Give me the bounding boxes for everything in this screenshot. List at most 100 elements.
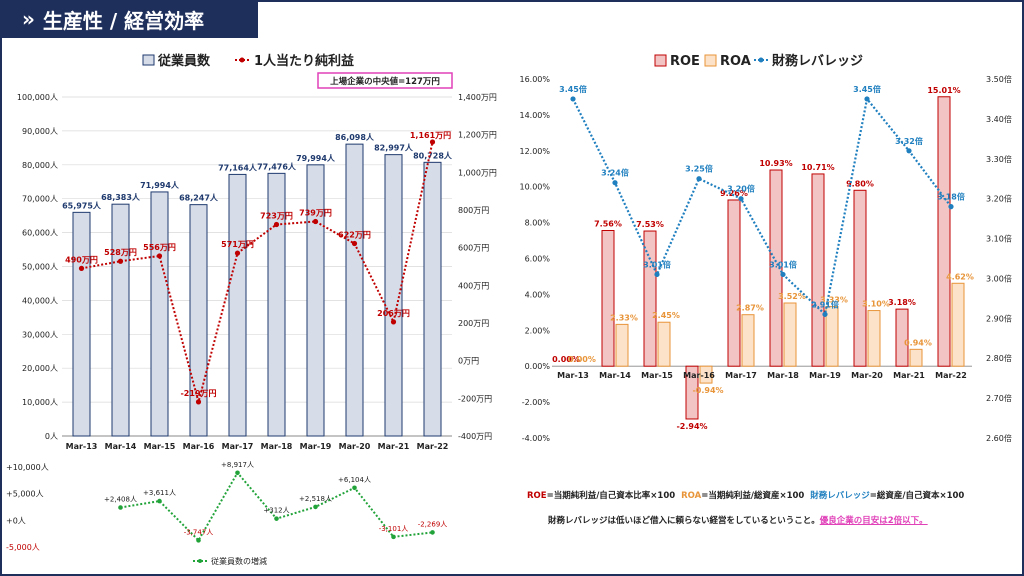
legend-marker-profit: [239, 57, 245, 63]
roe-bar: [853, 189, 867, 367]
lev-def: =総資産/自己資本×100: [869, 491, 965, 501]
y-tick-label: 0.00%: [525, 362, 551, 371]
x-tick-label: Mar-14: [105, 442, 137, 451]
right-legend: ROE ROA 財務レバレッジ: [654, 53, 863, 69]
employee-bar: [72, 211, 91, 437]
leverage-point: [906, 148, 912, 154]
legend-swatch-roe: [654, 54, 667, 67]
profit-point: [351, 240, 358, 247]
profit-label: 723万円: [260, 212, 293, 221]
roa-bar: [951, 282, 965, 367]
roe-bar: [937, 96, 951, 367]
y2-tick-label: -400万円: [458, 432, 492, 441]
x-tick-label: Mar-19: [809, 371, 841, 380]
y2-tick-label: 0万円: [458, 357, 479, 366]
x-tick-label: Mar-15: [144, 442, 176, 451]
x-tick-label: Mar-18: [767, 371, 799, 380]
leverage-point: [738, 196, 744, 202]
diff-line: +2,408人 +3,611人 -3,747人 +8,917人 +312人 +2,518人…: [104, 461, 447, 543]
roa-bar: [741, 314, 755, 367]
y-tick-label: 6.00%: [525, 255, 551, 264]
employee-bar-label: 68,247人: [179, 193, 219, 203]
profit-line: 490万円 528万円 556万円 -219万円 571万円 723万円 739万円 622万…: [65, 131, 451, 406]
roa-label: 3.52%: [778, 292, 806, 301]
leverage-label: 3.01倍: [769, 259, 797, 269]
lev-def-key: 財務レバレッジ: [810, 491, 870, 501]
x-tick-label: Mar-22: [935, 371, 967, 380]
roa-def: =当期純利益/総資産×100: [701, 491, 805, 501]
diff-point: [352, 485, 357, 491]
x-tick-label: Mar-18: [261, 442, 293, 451]
roe-label: 3.18%: [888, 298, 916, 307]
legend-swatch-roa: [704, 54, 717, 67]
legend-label-diff: 従業員数の増減: [211, 556, 267, 566]
diff-label: +6,104人: [338, 476, 371, 484]
roa-label: 2.87%: [736, 304, 764, 313]
employee-bar-label: 82,997人: [374, 143, 414, 153]
median-box: 上場企業の中央値=127万円: [317, 72, 453, 89]
y2-tick-label: 200万円: [458, 319, 489, 328]
roa-bar: [825, 305, 839, 367]
profit-point: [234, 250, 241, 256]
y-tick-label: 20,000人: [22, 364, 58, 373]
y2-tick-label: 2.90倍: [986, 313, 1012, 323]
diff-y-tick-label: -5,000人: [6, 543, 40, 552]
x-tick-label: Mar-17: [222, 442, 254, 451]
y2-tick-label: 3.00倍: [986, 273, 1012, 283]
profit-point: [390, 319, 397, 325]
diff-point: [118, 505, 123, 510]
roa-label: 2.33%: [610, 313, 638, 322]
y2-tick-label: 3.30倍: [986, 154, 1012, 164]
y-tick-label: -4.00%: [522, 434, 551, 443]
x-tick-label: Mar-19: [300, 442, 332, 451]
y-tick-label: 2.00%: [525, 326, 551, 335]
y2-tick-label: 600万円: [458, 244, 489, 253]
y-tick-label: 16.00%: [519, 75, 550, 84]
leverage-label: 3.01倍: [643, 259, 671, 269]
left-y-axis-secondary: -400万円 -200万円 0万円 200万円 400万円 600万円 800万円 1,000…: [458, 93, 497, 441]
roe-bar: [727, 199, 741, 367]
employee-bar-label: 79,994人: [296, 153, 336, 163]
y2-tick-label: 1,000万円: [458, 168, 497, 177]
roe-label: 10.93%: [759, 159, 792, 168]
roa-label: 3.33%: [820, 295, 848, 304]
leverage-note-highlight: 優良企業の目安は2倍以下。: [819, 516, 928, 526]
y-tick-label: 80,000人: [22, 161, 58, 170]
y-tick-label: 14.00%: [519, 111, 550, 120]
x-tick-label: Mar-20: [851, 371, 883, 380]
diff-y-tick-label: +10,000人: [6, 463, 49, 472]
right-x-axis: Mar-13 Mar-14 Mar-15 Mar-16 Mar-17 Mar-18 Mar-…: [557, 371, 967, 380]
employee-bar: [267, 172, 286, 437]
median-label: 上場企業の中央値=127万円: [330, 76, 440, 87]
legend-marker-leverage: [758, 57, 764, 63]
diff-label: +312人: [263, 507, 289, 515]
profit-point: [195, 399, 202, 405]
x-tick-label: Mar-15: [641, 371, 673, 380]
roe-bar: [811, 173, 825, 367]
employee-bar-label: 77,476人: [257, 161, 297, 171]
profit-label: 206万円: [377, 309, 410, 318]
profit-label: 556万円: [143, 243, 176, 252]
x-tick-label: Mar-17: [725, 371, 757, 380]
y-tick-label: 90,000人: [22, 127, 58, 136]
roa-label: -0.94%: [692, 386, 723, 395]
employee-bar-label: 77,164人: [218, 162, 258, 172]
roa-bar: [867, 310, 881, 367]
roa-def-key: ROA: [681, 491, 702, 501]
legend-label-roa: ROA: [720, 54, 751, 69]
profit-point: [156, 253, 163, 259]
roe-label: 7.56%: [594, 219, 622, 228]
roe-label: 9.80%: [846, 179, 874, 188]
header-bar: » 生産性 / 経営効率: [0, 0, 258, 38]
diff-label: +2,408人: [104, 495, 137, 503]
leverage-point: [822, 311, 828, 317]
roe-label: 10.71%: [801, 163, 834, 172]
employee-bar-label: 71,994人: [140, 180, 180, 190]
diff-label: +8,917人: [221, 461, 254, 469]
leverage-point: [864, 96, 870, 102]
legend-label-leverage: 財務レバレッジ: [771, 53, 863, 69]
x-tick-label: Mar-13: [66, 442, 98, 451]
x-tick-label: Mar-13: [557, 371, 589, 380]
leverage-line-path: [572, 96, 952, 317]
